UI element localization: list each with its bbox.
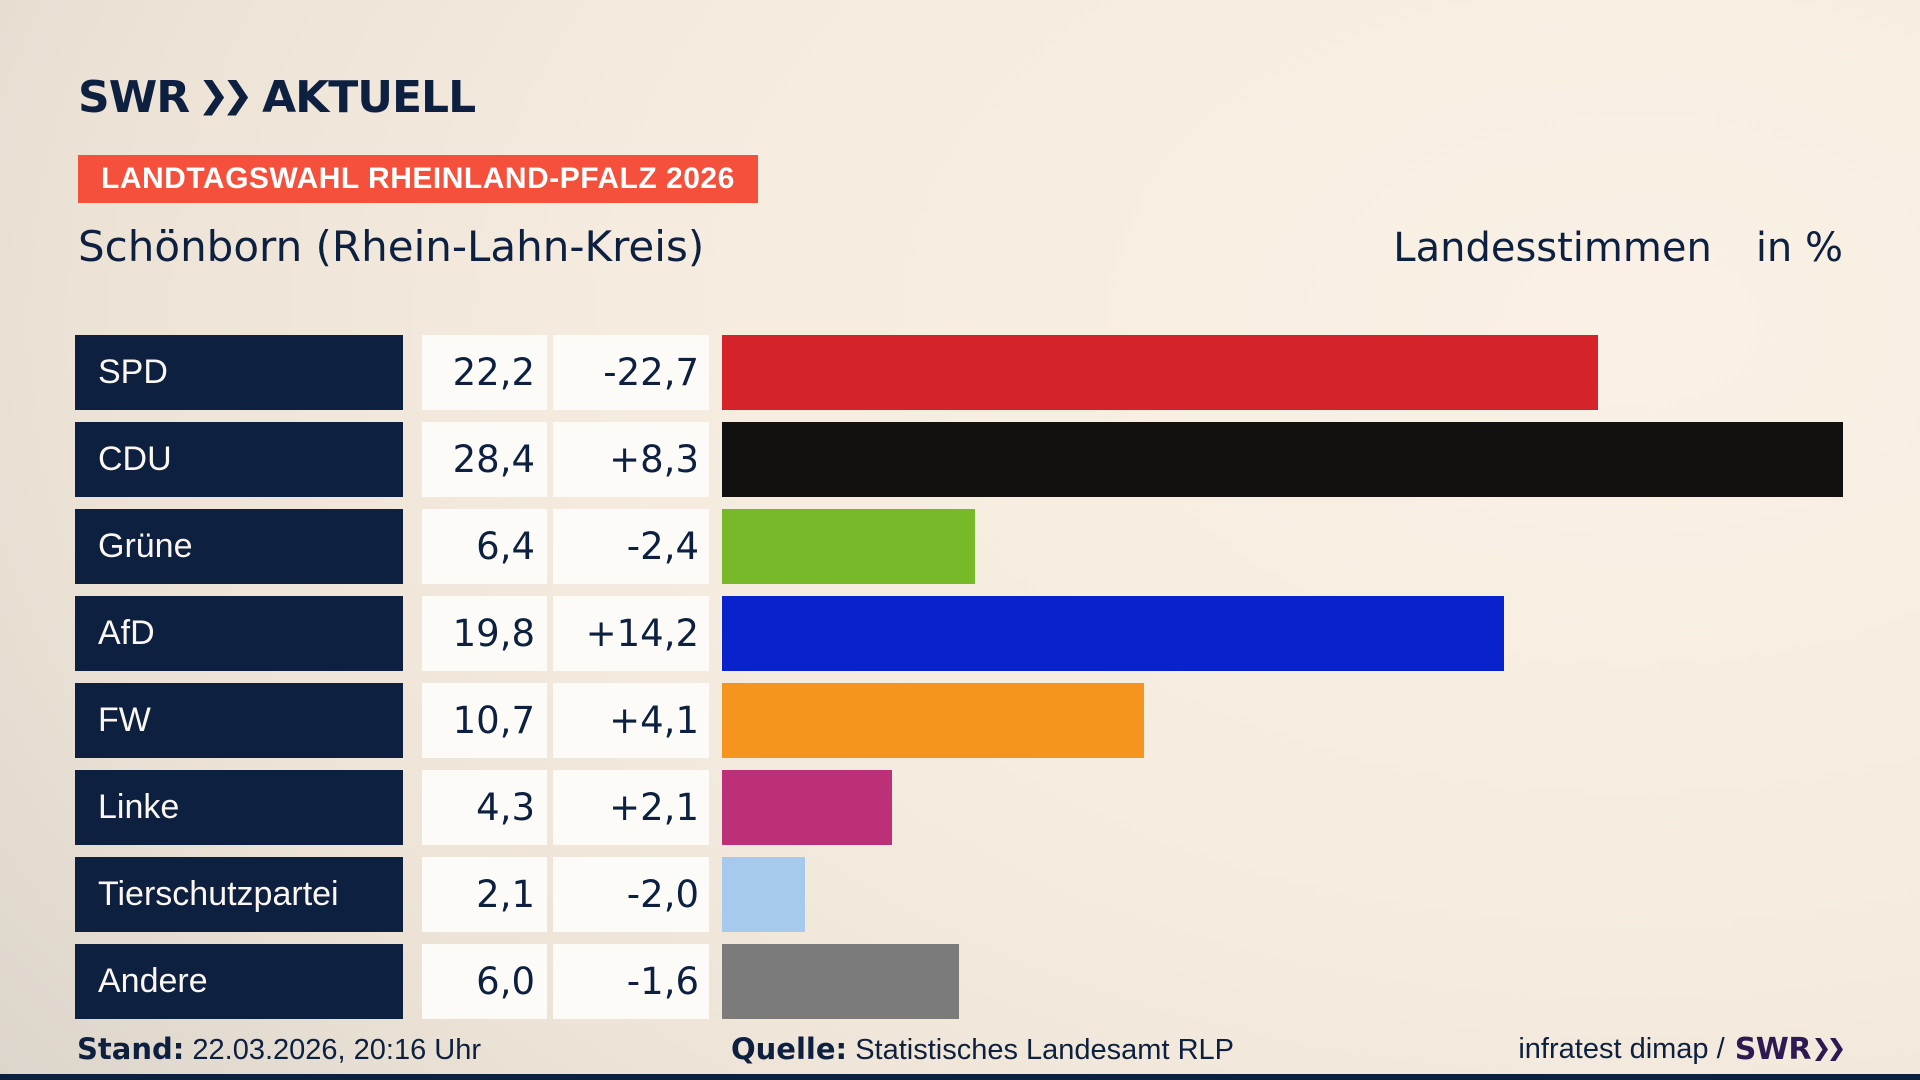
result-bar [722,596,1504,671]
aktuell-logo-text: AKTUELL [262,72,476,123]
result-bar [722,683,1144,758]
chevron-right-icon [1830,1038,1843,1061]
change-cell: -2,4 [553,509,709,584]
title-row: Schönborn (Rhein-Lahn-Kreis) Landesstimm… [78,222,1843,271]
result-bar [722,335,1598,410]
footer: Stand: 22.03.2026, 20:16 Uhr Quelle: Sta… [0,1032,1920,1072]
measure-label: Landesstimmen [1393,225,1712,271]
result-bar [722,770,892,845]
credit-text: infratest dimap / [1518,1033,1725,1065]
table-row: CDU 28,4 +8,3 [75,422,1843,497]
result-bar [722,944,959,1019]
party-label: AfD [75,596,403,671]
stand-label: Stand: [77,1032,185,1066]
double-chevron-right-icon [203,79,249,116]
measure-header: Landesstimmen in % [1393,225,1843,271]
swr-aktuell-logo: SWR AKTUELL [78,72,476,123]
party-label: Tierschutzpartei [75,857,403,932]
change-cell: +4,1 [553,683,709,758]
swr-footer-logo-text: SWR [1734,1032,1812,1067]
chevron-right-icon [1815,1038,1828,1061]
value-cell: 10,7 [422,683,547,758]
table-row: SPD 22,2 -22,7 [75,335,1843,410]
source-label: Quelle: [731,1032,848,1066]
change-cell: -2,0 [553,857,709,932]
value-cell: 22,2 [422,335,547,410]
change-cell: -22,7 [553,335,709,410]
swr-footer-logo: SWR [1735,1032,1843,1067]
value-cell: 4,3 [422,770,547,845]
stand-timestamp: Stand: 22.03.2026, 20:16 Uhr [77,1032,481,1067]
chevron-right-icon [203,79,225,116]
chevron-right-icon [227,79,249,116]
change-cell: +14,2 [553,596,709,671]
value-cell: 6,4 [422,509,547,584]
value-cell: 28,4 [422,422,547,497]
table-row: AfD 19,8 +14,2 [75,596,1843,671]
table-row: FW 10,7 +4,1 [75,683,1843,758]
election-badge: LANDTAGSWAHL RHEINLAND-PFALZ 2026 [78,155,758,203]
result-bar [722,422,1843,497]
value-cell: 2,1 [422,857,547,932]
change-cell: +8,3 [553,422,709,497]
credit: infratest dimap / SWR [1518,1032,1843,1067]
party-label: FW [75,683,403,758]
table-row: Grüne 6,4 -2,4 [75,509,1843,584]
party-label: Andere [75,944,403,1019]
party-label: CDU [75,422,403,497]
change-cell: -1,6 [553,944,709,1019]
source: Quelle: Statistisches Landesamt RLP [731,1032,1234,1067]
party-label: Linke [75,770,403,845]
party-label: SPD [75,335,403,410]
source-value: Statistisches Landesamt RLP [855,1034,1234,1066]
table-row: Andere 6,0 -1,6 [75,944,1843,1019]
results-chart: SPD 22,2 -22,7 CDU 28,4 +8,3 Grüne 6,4 -2,4 AfD 19… [75,335,1843,1031]
party-label: Grüne [75,509,403,584]
value-cell: 19,8 [422,596,547,671]
unit-label: in % [1755,225,1843,271]
change-cell: +2,1 [553,770,709,845]
bottom-accent-strip [0,1074,1920,1080]
swr-logo-text: SWR [78,72,190,123]
result-bar [722,857,805,932]
double-chevron-right-icon [1815,1038,1843,1061]
result-bar [722,509,975,584]
page-title: Schönborn (Rhein-Lahn-Kreis) [78,222,705,271]
stand-value: 22.03.2026, 20:16 Uhr [192,1034,482,1066]
table-row: Tierschutzpartei 2,1 -2,0 [75,857,1843,932]
value-cell: 6,0 [422,944,547,1019]
table-row: Linke 4,3 +2,1 [75,770,1843,845]
